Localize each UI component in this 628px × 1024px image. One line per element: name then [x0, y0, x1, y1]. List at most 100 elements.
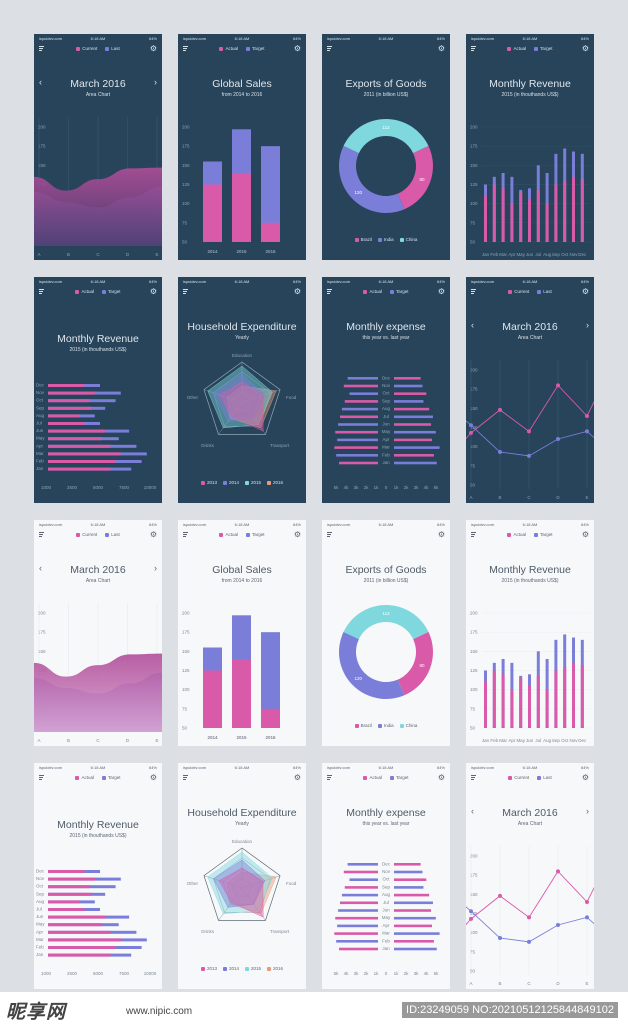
data-point[interactable] — [527, 915, 531, 920]
menu-icon[interactable] — [183, 532, 188, 537]
bar-actual[interactable] — [48, 460, 116, 463]
menu-icon[interactable] — [471, 532, 476, 537]
bar-actual[interactable] — [48, 938, 121, 942]
bar-left[interactable] — [334, 446, 378, 449]
pie-slice[interactable] — [343, 605, 429, 640]
bar-actual[interactable] — [48, 885, 90, 889]
bar-actual[interactable] — [232, 173, 251, 242]
bar-actual[interactable] — [572, 662, 575, 728]
bar-left[interactable] — [341, 893, 378, 897]
bar-actual[interactable] — [572, 176, 575, 242]
menu-icon[interactable] — [183, 46, 188, 51]
bar-right[interactable] — [394, 377, 421, 380]
bar-left[interactable] — [334, 932, 378, 935]
data-point[interactable] — [585, 915, 589, 920]
bar-left[interactable] — [344, 886, 378, 889]
legend-item[interactable]: Target — [390, 775, 409, 780]
legend-item[interactable]: Target — [390, 289, 409, 294]
gear-icon[interactable]: ⚙ — [293, 287, 301, 296]
bar-right[interactable] — [394, 415, 433, 419]
bar-actual[interactable] — [545, 689, 549, 728]
bar-right[interactable] — [394, 893, 430, 897]
legend-item[interactable]: Target — [246, 532, 265, 537]
bar-actual[interactable] — [510, 689, 514, 728]
bar-actual[interactable] — [580, 179, 584, 242]
gear-icon[interactable]: ⚙ — [293, 773, 301, 782]
legend-item[interactable]: Current — [508, 775, 529, 780]
bar-actual[interactable] — [48, 953, 111, 957]
menu-icon[interactable] — [39, 46, 44, 51]
bar-actual[interactable] — [48, 422, 85, 425]
menu-icon[interactable] — [471, 46, 476, 51]
bar-actual[interactable] — [203, 670, 222, 729]
bar-left[interactable] — [349, 878, 379, 881]
bar-right[interactable] — [394, 909, 432, 912]
bar-left[interactable] — [341, 407, 378, 411]
legend-item[interactable]: Brazil — [354, 237, 372, 242]
chevron-right-icon[interactable]: › — [586, 806, 589, 816]
chevron-right-icon[interactable]: › — [154, 77, 157, 87]
bar-left[interactable] — [336, 454, 378, 457]
bar-right[interactable] — [394, 392, 427, 395]
gear-icon[interactable]: ⚙ — [581, 44, 589, 53]
legend-item[interactable]: India — [377, 237, 394, 242]
legend-item[interactable]: Actual — [507, 46, 526, 51]
bar-left[interactable] — [340, 901, 378, 905]
gear-icon[interactable]: ⚙ — [437, 287, 445, 296]
data-point[interactable] — [469, 909, 473, 914]
chevron-left-icon[interactable]: ‹ — [471, 806, 474, 816]
data-point[interactable] — [527, 429, 531, 434]
radar-series[interactable] — [218, 381, 264, 432]
bar-actual[interactable] — [501, 188, 505, 242]
bar-actual[interactable] — [48, 429, 106, 433]
pie-slice[interactable] — [397, 145, 433, 210]
data-point[interactable] — [585, 414, 589, 418]
bar-left[interactable] — [338, 423, 378, 426]
bar-actual[interactable] — [48, 946, 116, 949]
data-point[interactable] — [556, 923, 560, 927]
bar-right[interactable] — [394, 947, 437, 951]
legend-item[interactable]: Last — [537, 289, 552, 294]
data-point[interactable] — [556, 869, 560, 874]
bar-left[interactable] — [349, 392, 379, 395]
bar-actual[interactable] — [554, 184, 558, 243]
gear-icon[interactable]: ⚙ — [149, 530, 157, 539]
legend-item[interactable]: Target — [534, 532, 553, 537]
bar-actual[interactable] — [48, 406, 92, 410]
legend-item[interactable]: 2016 — [267, 480, 283, 485]
bar-actual[interactable] — [48, 467, 111, 471]
data-point[interactable] — [469, 430, 473, 435]
legend-item[interactable]: Actual — [219, 532, 238, 537]
bar-right[interactable] — [394, 886, 424, 889]
bar-actual[interactable] — [501, 674, 505, 728]
pie-slice[interactable] — [343, 119, 429, 154]
menu-icon[interactable] — [327, 289, 332, 294]
bar-actual[interactable] — [48, 444, 111, 448]
line-series[interactable] — [466, 419, 594, 457]
bar-right[interactable] — [394, 400, 424, 403]
bar-actual[interactable] — [563, 180, 567, 242]
gear-icon[interactable]: ⚙ — [581, 287, 589, 296]
bar-right[interactable] — [394, 438, 432, 442]
bar-actual[interactable] — [545, 203, 549, 242]
bar-actual[interactable] — [48, 892, 92, 896]
legend-item[interactable]: China — [399, 237, 417, 242]
bar-actual[interactable] — [48, 915, 106, 919]
legend-item[interactable]: Current — [76, 532, 97, 537]
bar-left[interactable] — [339, 947, 378, 951]
menu-icon[interactable] — [183, 289, 188, 294]
bar-right[interactable] — [394, 863, 421, 866]
bar-actual[interactable] — [510, 203, 514, 242]
bar-actual[interactable] — [48, 900, 80, 904]
data-point[interactable] — [498, 893, 502, 898]
bar-actual[interactable] — [484, 682, 487, 728]
radar-series[interactable] — [218, 867, 264, 918]
data-point[interactable] — [469, 916, 473, 921]
bar-actual[interactable] — [48, 908, 85, 911]
bar-left[interactable] — [338, 909, 378, 912]
legend-item[interactable]: Actual — [75, 775, 94, 780]
bar-actual[interactable] — [261, 222, 280, 242]
data-point[interactable] — [498, 450, 502, 455]
data-point[interactable] — [556, 383, 560, 388]
menu-icon[interactable] — [471, 775, 476, 780]
